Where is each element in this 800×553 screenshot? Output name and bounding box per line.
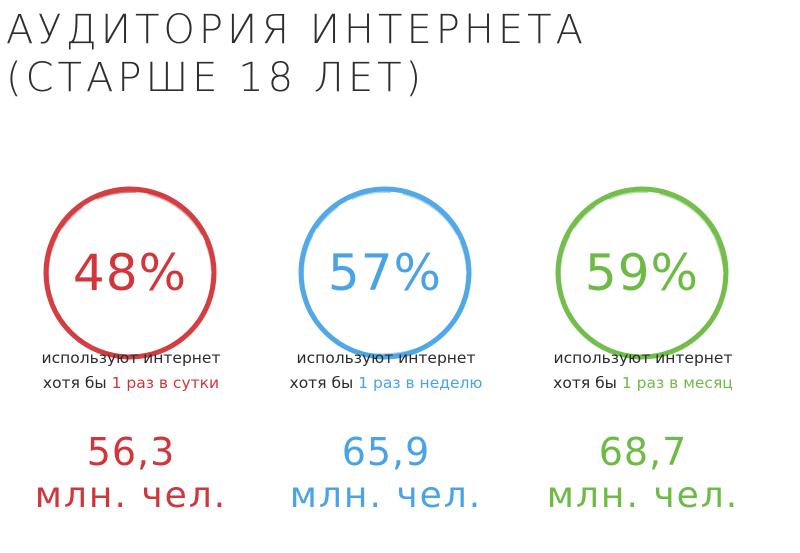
unit-weekly: млн. чел. [289,475,483,516]
title-line-1: АУДИТОРИЯ ИНТЕРНЕТА [6,7,587,53]
ring-weekly: 57% [290,178,480,368]
caption-monthly-line2: хотя бы 1 раз в месяц [523,371,763,396]
caption-weekly: используют интернет хотя бы 1 раз в неде… [266,346,506,396]
percent-monthly: 59% [584,244,700,302]
page-title: АУДИТОРИЯ ИНТЕРНЕТА (СТАРШЕ 18 ЛЕТ) [6,6,706,102]
title-line-2: (СТАРШЕ 18 ЛЕТ) [6,55,426,101]
caption-daily-line1: используют интернет [41,349,221,367]
ring-daily: 48% [35,178,225,368]
ring-monthly: 59% [547,178,737,368]
caption-monthly: используют интернет хотя бы 1 раз в меся… [523,346,763,396]
unit-monthly: млн. чел. [546,475,740,516]
caption-weekly-highlight: 1 раз в неделю [358,374,483,392]
brush-circle-icon [298,186,472,360]
caption-daily-line2: хотя бы 1 раз в сутки [11,371,251,396]
number-daily: 56,3 [86,430,176,474]
number-weekly: 65,9 [341,430,431,474]
caption-daily-prefix: хотя бы [42,374,112,392]
percent-daily: 48% [72,244,188,302]
unit-daily: млн. чел. [34,475,228,516]
caption-monthly-highlight: 1 раз в месяц [621,374,733,392]
caption-monthly-prefix: хотя бы [553,374,622,392]
brush-circle-icon [43,186,217,360]
number-monthly: 68,7 [598,430,688,474]
caption-monthly-line1: используют интернет [553,349,733,367]
caption-weekly-prefix: хотя бы [289,374,359,392]
caption-daily-highlight: 1 раз в сутки [111,374,220,392]
caption-weekly-line2: хотя бы 1 раз в неделю [266,371,506,396]
percent-weekly: 57% [327,244,443,302]
caption-weekly-line1: используют интернет [296,349,476,367]
brush-circle-icon [555,186,729,360]
caption-daily: используют интернет хотя бы 1 раз в сутк… [11,346,251,396]
